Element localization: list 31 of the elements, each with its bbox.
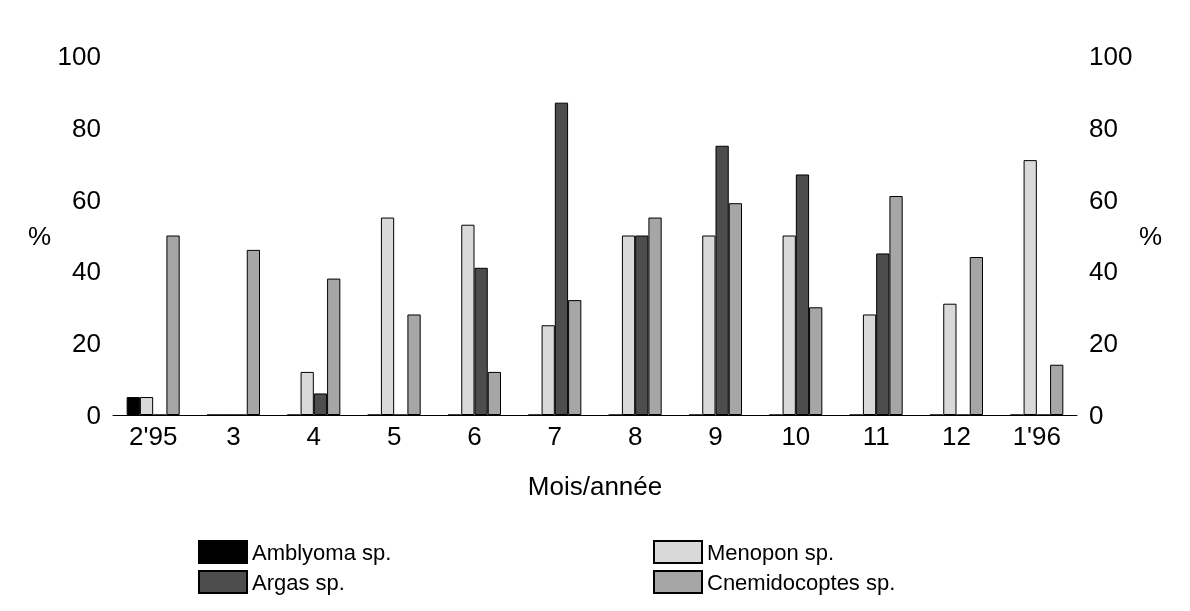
y2-tick-label: 80 (1089, 112, 1118, 143)
legend-label: Cnemidocoptes sp. (707, 569, 896, 595)
legend-label: Argas sp. (252, 569, 345, 595)
y-tick-label: 100 (57, 41, 101, 71)
x-tick-label: 6 (467, 421, 482, 451)
y-tick-label: 40 (72, 256, 101, 287)
y2-tick-label: 60 (1089, 184, 1118, 215)
x-tick-label: 4 (306, 421, 322, 451)
y2-axis-title: % (1139, 220, 1163, 251)
y2-tick-label: 20 (1089, 328, 1118, 359)
x-axis-title: Mois/année (527, 471, 663, 501)
y-tick-label: 80 (72, 112, 101, 143)
x-tick-label: 12 (942, 421, 971, 451)
y-tick-label: 0 (86, 400, 101, 430)
x-tick-label: 5 (386, 421, 402, 451)
x-tick-label: 7 (547, 421, 563, 451)
x-tick-label: 8 (627, 421, 643, 451)
y-tick-label: 20 (72, 328, 101, 359)
x-tick-label: 11 (862, 421, 890, 451)
y2-tick-label: 0 (1089, 400, 1104, 430)
legend-label: Amblyoma sp. (252, 539, 392, 565)
x-tick-label: 9 (708, 421, 723, 451)
y2-tick-label: 40 (1089, 256, 1118, 287)
x-tick-label: 3 (226, 421, 241, 451)
legend-label: Menopon sp. (707, 539, 835, 565)
y2-tick-label: 100 (1089, 41, 1133, 71)
x-tick-label: 10 (781, 421, 811, 451)
x-tick-label: 2'95 (128, 421, 178, 451)
y-tick-label: 60 (72, 184, 101, 215)
x-tick-label: 1'96 (1012, 421, 1062, 451)
y-axis-title: % (27, 220, 51, 251)
